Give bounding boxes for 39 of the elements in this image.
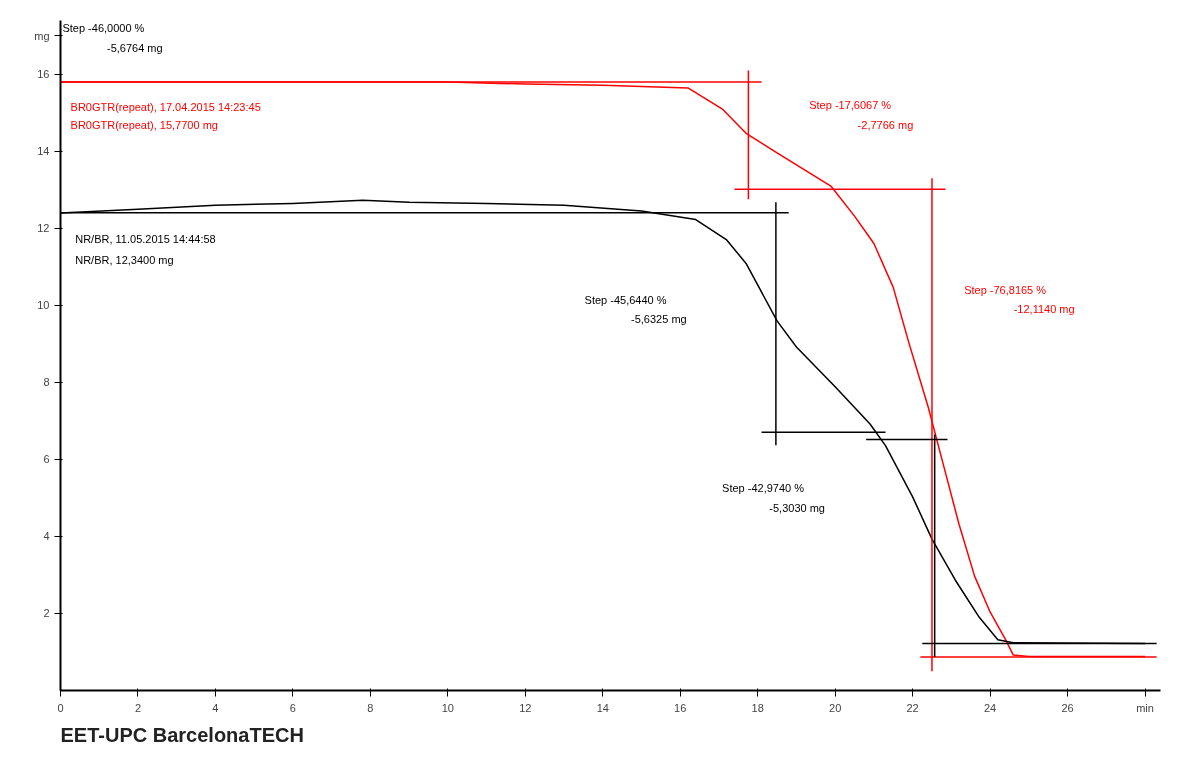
annotation: Step -46,0000 % [62, 21, 145, 34]
annotation: BR0GTR(repeat), 17.04.2015 14:23:45 [70, 100, 261, 113]
y-tick-label: 12 [37, 222, 50, 235]
annotation: -5,3030 mg [769, 502, 825, 515]
y-tick-label: 16 [37, 68, 50, 81]
x-tick-label: 20 [829, 701, 842, 714]
x-tick-label: 4 [212, 701, 219, 714]
annotation: BR0GTR(repeat), 15,7700 mg [70, 119, 218, 132]
x-tick-label: min [1136, 701, 1154, 714]
annotation: Step -45,6440 % [584, 293, 667, 306]
annotation: NR/BR, 11.05.2015 14:44:58 [75, 233, 216, 246]
annotation: -5,6325 mg [631, 313, 687, 326]
annotation: -2,7766 mg [857, 119, 914, 132]
x-tick-label: 14 [596, 701, 609, 714]
x-tick-label: 8 [367, 701, 374, 714]
x-tick-label: 10 [441, 701, 454, 714]
x-tick-label: 0 [57, 701, 64, 714]
annotation: NR/BR, 12,3400 mg [75, 253, 174, 266]
annotation: -12,1140 mg [1013, 302, 1075, 315]
text: EET-UPC BarcelonaTECH [60, 723, 304, 746]
y-tick-label: 2 [43, 607, 50, 620]
x-tick-label: 2 [134, 701, 142, 714]
annotation: Step -17,6067 % [809, 98, 892, 111]
x-tick-label: 16 [674, 701, 687, 714]
y-tick-label: mg [34, 29, 50, 42]
x-tick-label: 18 [751, 701, 764, 714]
x-tick-label: 22 [906, 701, 919, 714]
x-tick-label: 26 [1061, 701, 1074, 714]
y-tick-label: 6 [43, 453, 50, 466]
y-tick-label: 4 [43, 530, 50, 543]
y-tick-label: 10 [37, 299, 50, 312]
annotation: Step -76,8165 % [964, 284, 1047, 297]
y-tick-label: 8 [43, 376, 50, 389]
x-tick-label: 24 [983, 701, 997, 714]
x-tick-label: 6 [289, 701, 296, 714]
x-tick-label: 12 [519, 701, 532, 714]
annotation: Step -42,9740 % [722, 481, 805, 494]
annotation: -5,6764 mg [106, 42, 163, 55]
y-tick-label: 14 [37, 145, 50, 158]
